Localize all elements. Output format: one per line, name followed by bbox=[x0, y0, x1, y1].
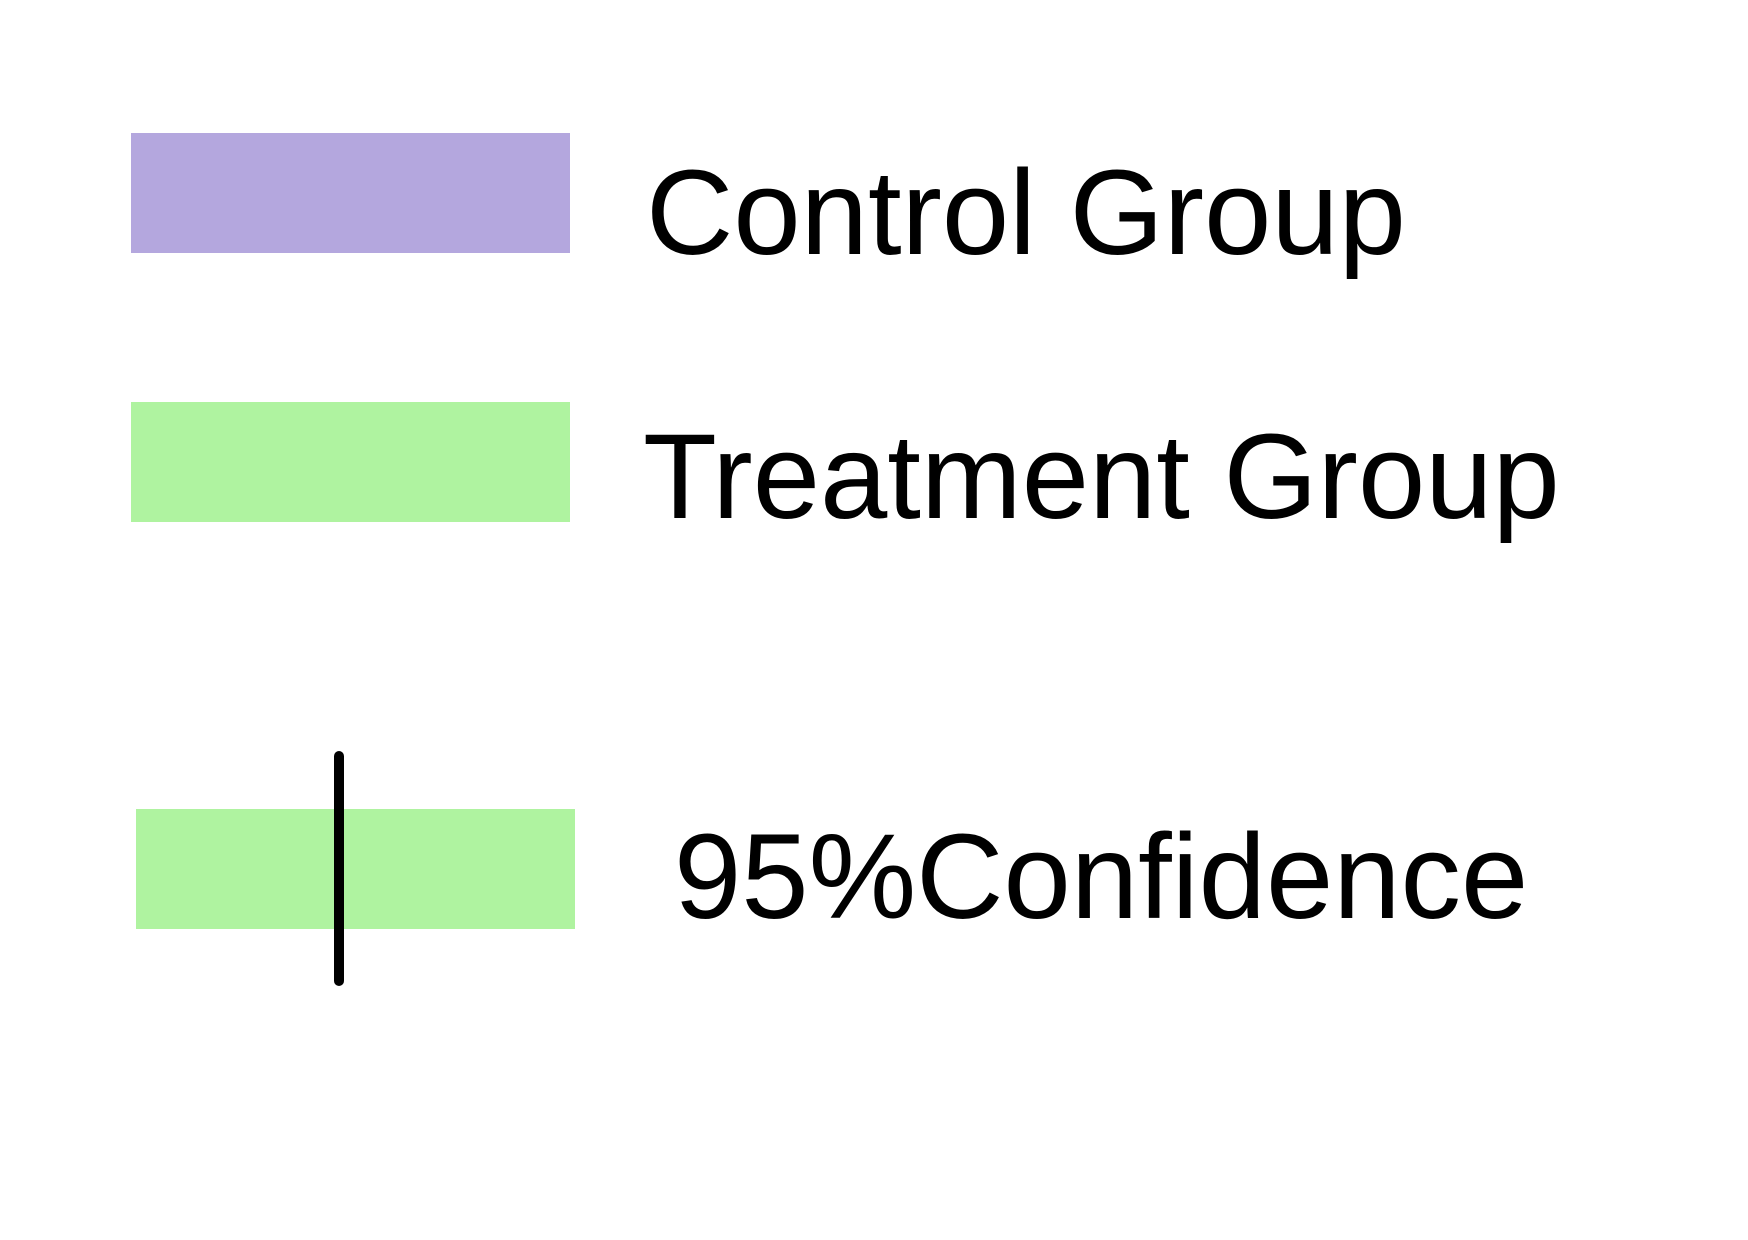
legend-errorbar-confidence bbox=[334, 751, 344, 986]
legend-swatch-confidence bbox=[136, 809, 575, 929]
legend-label-treatment-group: Treatment Group bbox=[643, 408, 1560, 544]
legend-label-control-group: Control Group bbox=[646, 144, 1406, 280]
legend-swatch-control-group bbox=[131, 133, 570, 253]
legend-label-confidence: 95%Confidence bbox=[674, 808, 1529, 944]
legend-swatch-treatment-group bbox=[131, 402, 570, 522]
